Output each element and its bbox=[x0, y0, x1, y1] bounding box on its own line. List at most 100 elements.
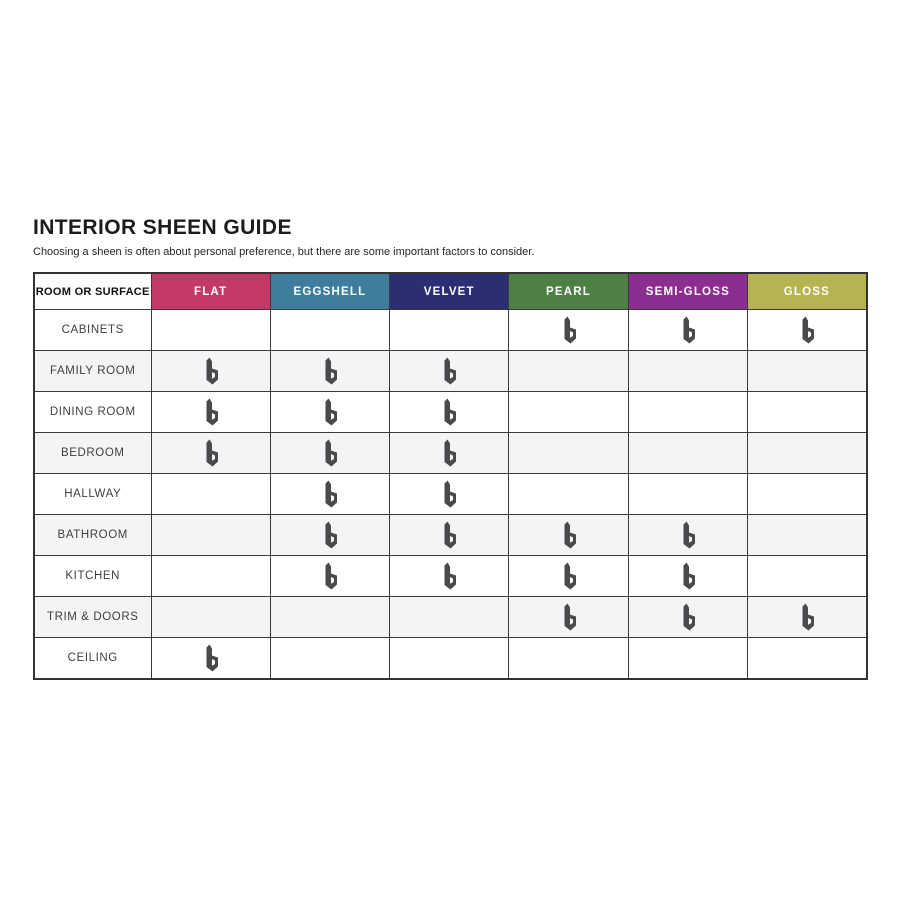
sheen-cell bbox=[627, 596, 748, 638]
sheen-cell bbox=[269, 555, 391, 597]
page-subtitle: Choosing a sheen is often about personal… bbox=[33, 246, 535, 258]
sheen-cell bbox=[508, 514, 629, 556]
sheen-cell bbox=[150, 596, 271, 638]
sheen-cell bbox=[508, 309, 629, 351]
table-row: FAMILY ROOM bbox=[33, 350, 868, 392]
row-header: FAMILY ROOM bbox=[33, 350, 152, 392]
brand-b-icon bbox=[683, 603, 695, 631]
sheen-cell bbox=[150, 432, 271, 474]
sheen-cell bbox=[508, 473, 629, 515]
sheen-cell bbox=[746, 514, 868, 556]
table-row: DINING ROOM bbox=[33, 391, 868, 433]
brand-b-icon bbox=[325, 357, 337, 385]
sheen-cell bbox=[746, 432, 868, 474]
sheen-cell bbox=[389, 350, 510, 392]
table-row: CEILING bbox=[33, 637, 868, 679]
sheen-cell bbox=[269, 309, 391, 351]
brand-b-icon bbox=[564, 521, 576, 549]
sheen-cell bbox=[389, 637, 510, 679]
brand-b-icon bbox=[564, 562, 576, 590]
row-header: BEDROOM bbox=[33, 432, 152, 474]
sheen-guide: INTERIOR SHEEN GUIDE Choosing a sheen is… bbox=[33, 216, 868, 680]
table-header: ROOM OR SURFACE FLAT EGGSHELL VELVET PEARL S… bbox=[33, 272, 868, 310]
column-header-velvet: VELVET bbox=[389, 272, 510, 310]
sheen-cell bbox=[508, 596, 629, 638]
page-title: INTERIOR SHEEN GUIDE bbox=[33, 216, 292, 239]
table-row: BATHROOM bbox=[33, 514, 868, 556]
brand-b-icon bbox=[564, 316, 576, 344]
column-header-gloss: GLOSS bbox=[746, 272, 868, 310]
sheen-cell bbox=[269, 432, 391, 474]
sheen-cell bbox=[150, 473, 271, 515]
sheen-cell bbox=[508, 555, 629, 597]
sheen-cell bbox=[627, 391, 748, 433]
sheen-cell bbox=[269, 473, 391, 515]
sheen-cell bbox=[746, 391, 868, 433]
sheen-cell bbox=[627, 309, 748, 351]
sheen-cell bbox=[150, 309, 271, 351]
table-row: KITCHEN bbox=[33, 555, 868, 597]
brand-b-icon bbox=[802, 603, 814, 631]
table-row: TRIM & DOORS bbox=[33, 596, 868, 638]
brand-b-icon bbox=[444, 480, 457, 508]
sheen-cell bbox=[746, 637, 868, 679]
row-header: HALLWAY bbox=[33, 473, 152, 515]
sheen-cell bbox=[150, 637, 271, 679]
corner-header: ROOM OR SURFACE bbox=[33, 272, 152, 310]
brand-b-icon bbox=[444, 439, 457, 467]
sheen-cell bbox=[627, 432, 748, 474]
row-header: BATHROOM bbox=[33, 514, 152, 556]
sheen-cell bbox=[627, 514, 748, 556]
brand-b-icon bbox=[802, 316, 814, 344]
sheen-cell bbox=[150, 514, 271, 556]
sheen-cell bbox=[746, 473, 868, 515]
brand-b-icon bbox=[564, 603, 576, 631]
brand-b-icon bbox=[683, 316, 695, 344]
sheen-cell bbox=[150, 555, 271, 597]
sheen-cell bbox=[389, 473, 510, 515]
sheen-cell bbox=[627, 350, 748, 392]
brand-b-icon bbox=[325, 562, 337, 590]
brand-b-icon bbox=[683, 521, 695, 549]
brand-b-icon bbox=[444, 398, 457, 426]
brand-b-icon bbox=[325, 439, 337, 467]
sheen-cell bbox=[389, 391, 510, 433]
brand-b-icon bbox=[206, 439, 218, 467]
sheen-cell bbox=[627, 637, 748, 679]
sheen-cell bbox=[389, 309, 510, 351]
brand-b-icon bbox=[325, 480, 337, 508]
sheen-table: ROOM OR SURFACE FLAT EGGSHELL VELVET PEARL S… bbox=[33, 272, 868, 680]
table-row: HALLWAY bbox=[33, 473, 868, 515]
sheen-cell bbox=[389, 596, 510, 638]
sheen-cell bbox=[269, 637, 391, 679]
brand-b-icon bbox=[206, 398, 218, 426]
header-row: ROOM OR SURFACE FLAT EGGSHELL VELVET PEARL S… bbox=[33, 272, 868, 310]
sheen-cell bbox=[627, 555, 748, 597]
brand-b-icon bbox=[206, 357, 218, 385]
brand-b-icon bbox=[444, 562, 457, 590]
sheen-cell bbox=[150, 350, 271, 392]
row-header: KITCHEN bbox=[33, 555, 152, 597]
column-header-flat: FLAT bbox=[150, 272, 271, 310]
sheen-cell bbox=[746, 350, 868, 392]
row-header: TRIM & DOORS bbox=[33, 596, 152, 638]
sheen-cell bbox=[746, 309, 868, 351]
brand-b-icon bbox=[206, 644, 218, 672]
sheen-cell bbox=[389, 514, 510, 556]
sheen-cell bbox=[150, 391, 271, 433]
sheen-cell bbox=[269, 391, 391, 433]
table-body: CABINETS FAMILY ROOM DINING ROOM BEDROOM… bbox=[33, 309, 868, 679]
sheen-cell bbox=[389, 555, 510, 597]
sheen-cell bbox=[508, 432, 629, 474]
row-header: CABINETS bbox=[33, 309, 152, 351]
sheen-cell bbox=[269, 514, 391, 556]
row-header: CEILING bbox=[33, 637, 152, 679]
brand-b-icon bbox=[444, 521, 457, 549]
row-header: DINING ROOM bbox=[33, 391, 152, 433]
sheen-cell bbox=[508, 637, 629, 679]
sheen-cell bbox=[746, 555, 868, 597]
sheen-cell bbox=[508, 391, 629, 433]
sheen-cell bbox=[269, 596, 391, 638]
column-header-semi-gloss: SEMI-GLOSS bbox=[627, 272, 748, 310]
sheen-cell bbox=[508, 350, 629, 392]
